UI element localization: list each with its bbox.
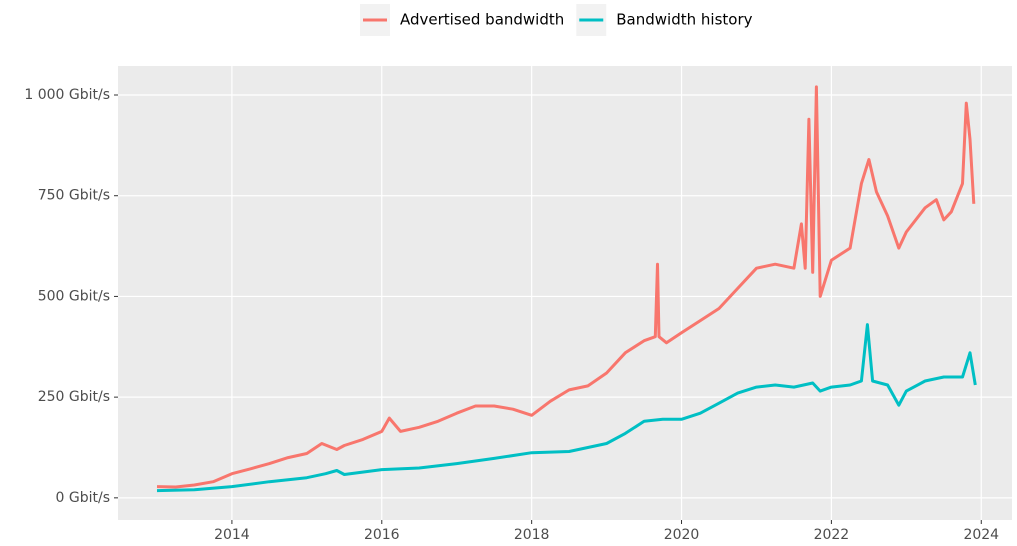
legend-label: Bandwidth history [616,11,752,29]
legend-label: Advertised bandwidth [400,11,564,29]
lines [156,85,977,493]
grid: 0 Gbit/s 250 Gbit/s 500 Gbit/s 750 Gbit/s 1 … [24,66,1012,543]
y-tick-label: 500 Gbit/s [38,288,110,304]
y-tick-label: 250 Gbit/s [38,389,110,405]
x-tick-label: 2018 [514,527,550,543]
x-tick-label: 2024 [963,527,999,543]
x-tick-label: 2014 [214,527,250,543]
y-tick-label: 0 Gbit/s [56,490,110,506]
x-tick-label: 2020 [664,527,700,543]
y-tick-label: 750 Gbit/s [38,188,110,204]
y-tick-label: 1 000 Gbit/s [24,87,110,103]
series-line [156,85,976,489]
series-line [156,323,977,493]
x-tick-label: 2022 [814,527,850,543]
x-tick-label: 2016 [364,527,400,543]
panel [118,66,1012,520]
legend: Advertised bandwidth Bandwidth history [360,4,753,36]
